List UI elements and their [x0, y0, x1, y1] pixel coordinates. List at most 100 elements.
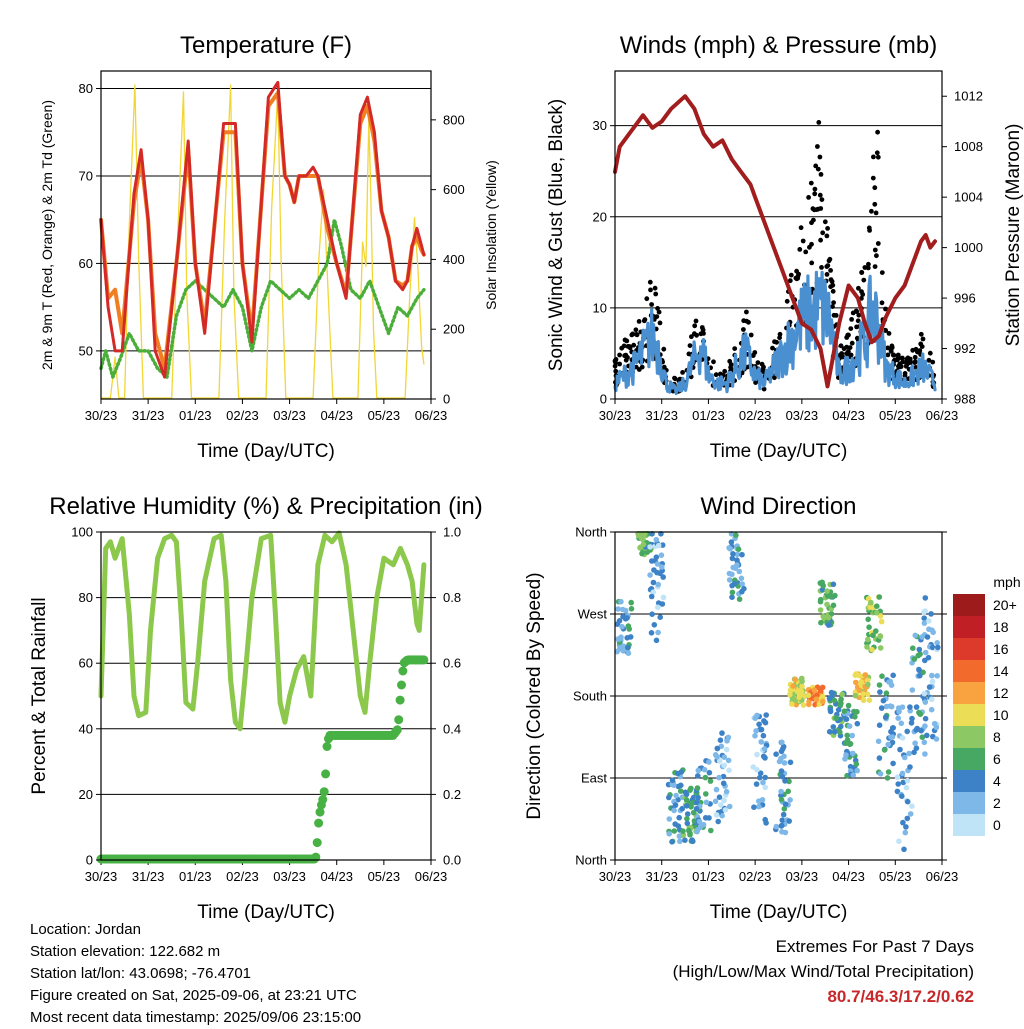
direction-point — [695, 773, 701, 779]
direction-point — [647, 572, 653, 578]
gust-point — [874, 253, 879, 259]
gust-point — [652, 285, 658, 291]
direction-point — [758, 739, 764, 745]
x-tick-label: 01/23 — [692, 408, 725, 423]
gust-point — [633, 327, 639, 333]
gust-point — [866, 261, 871, 267]
direction-point — [624, 615, 630, 621]
gust-point — [859, 270, 864, 275]
colorbar-label: 14 — [993, 663, 1009, 679]
rain-point — [419, 655, 429, 665]
direction-point — [615, 606, 621, 612]
gust-point — [818, 172, 824, 177]
gust-point — [831, 300, 836, 305]
direction-point — [865, 616, 871, 623]
gust-point — [817, 192, 823, 198]
direction-point — [876, 755, 883, 761]
direction-point — [899, 770, 906, 777]
gust-point — [891, 352, 896, 358]
gust-point — [872, 247, 878, 253]
direction-point — [735, 546, 742, 552]
direction-point — [786, 818, 792, 824]
direction-point — [776, 758, 783, 765]
direction-point — [878, 618, 885, 625]
direction-point — [838, 696, 844, 703]
direction-point — [864, 691, 871, 698]
y-tick-label: South — [573, 689, 607, 704]
gust-point — [655, 306, 660, 311]
panel-1: Temperature (F) 30/23 31/23 01/23 02/23 03/23… — [39, 32, 499, 462]
direction-point — [858, 679, 865, 685]
direction-point — [894, 774, 901, 781]
gust-point — [860, 292, 866, 297]
created-text: Figure created on Sat, 2025-09-06, at 23… — [30, 987, 357, 1004]
x-tick-label: 02/23 — [739, 869, 772, 884]
direction-point — [830, 602, 837, 609]
direction-point — [819, 587, 826, 593]
direction-point — [886, 679, 892, 685]
colorbar-label: 18 — [993, 619, 1009, 635]
y-tick-label: 0 — [86, 853, 93, 868]
colorbar-label: 6 — [993, 751, 1001, 767]
rh-line — [98, 530, 427, 732]
direction-point — [883, 690, 890, 696]
direction-point — [900, 819, 906, 826]
direction-point — [875, 738, 882, 745]
gust-point — [634, 332, 640, 338]
direction-point — [925, 618, 932, 624]
colorbar-label: 16 — [993, 641, 1009, 657]
extremes-subtitle: (High/Low/Max Wind/Total Precipitation) — [672, 962, 974, 981]
direction-point — [817, 607, 824, 613]
direction-point — [694, 827, 701, 833]
direction-point — [854, 767, 860, 774]
direction-point — [916, 646, 923, 653]
x-tick-label: 02/23 — [226, 869, 259, 884]
x-tick-label: 30/23 — [85, 869, 118, 884]
gust-point — [872, 264, 878, 269]
gust-point — [631, 342, 637, 348]
direction-point — [763, 820, 769, 826]
direction-point — [762, 774, 768, 781]
direction-point — [713, 786, 720, 793]
gust-point — [713, 372, 719, 378]
gust-point — [816, 120, 822, 125]
direction-point — [754, 751, 760, 758]
gust-point — [656, 309, 662, 315]
direction-point — [756, 803, 762, 810]
gust-point — [649, 302, 654, 307]
direction-point — [838, 700, 844, 707]
direction-point — [725, 757, 732, 764]
direction-point — [754, 767, 760, 773]
gust-point — [795, 273, 801, 279]
direction-point — [792, 676, 798, 683]
direction-point — [684, 820, 691, 827]
rain-point — [315, 807, 325, 817]
direction-point — [761, 746, 768, 752]
direction-point — [655, 604, 661, 611]
direction-point — [722, 807, 729, 813]
direction-point — [739, 581, 745, 587]
direction-point — [647, 544, 653, 550]
direction-point — [919, 734, 926, 740]
direction-point — [877, 771, 884, 777]
temp-2m-line — [99, 80, 426, 379]
colorbar-swatch — [953, 704, 985, 726]
direction-point — [904, 777, 911, 784]
direction-point — [758, 726, 765, 733]
chart-title: Relative Humidity (%) & Precipitation (i… — [49, 493, 482, 520]
direction-point — [856, 687, 863, 694]
x-tick-label: 01/23 — [179, 869, 212, 884]
direction-point — [726, 577, 733, 583]
colorbar-swatch — [953, 726, 985, 748]
x-tick-label: 03/23 — [273, 869, 306, 884]
direction-point — [853, 679, 859, 686]
direction-point — [866, 624, 872, 630]
direction-point — [929, 678, 936, 685]
y2-tick-label: 400 — [443, 252, 465, 267]
x-tick-label: 05/23 — [879, 869, 912, 884]
chart-title: Winds (mph) & Pressure (mb) — [620, 32, 937, 59]
gust-point — [761, 386, 767, 392]
gust-point — [741, 327, 746, 332]
direction-point — [825, 622, 832, 628]
direction-point — [904, 815, 911, 822]
